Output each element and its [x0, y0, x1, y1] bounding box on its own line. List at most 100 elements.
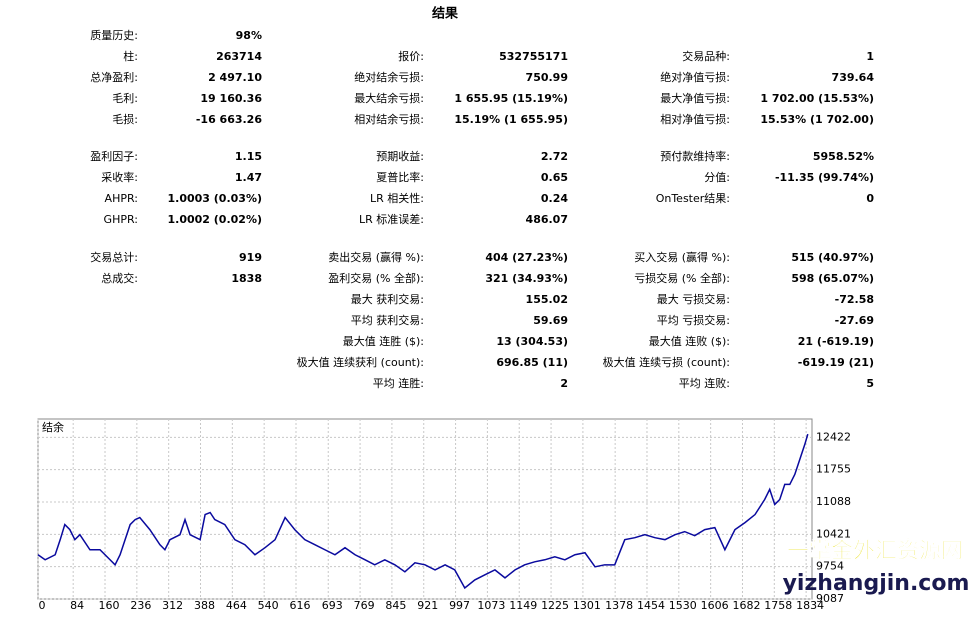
stat-value: 739.64 [832, 71, 875, 84]
stat-label: 极大值 连续亏损 (count): [603, 355, 730, 369]
stat-value: 0.65 [541, 171, 568, 184]
stat-value: -72.58 [835, 293, 874, 306]
stat-value: 1.0003 (0.03%) [168, 192, 263, 205]
stat-value: 21 (-619.19) [798, 335, 874, 348]
stat-label: 总净盈利: [90, 70, 138, 84]
stat-label: 卖出交易 (赢得 %): [328, 250, 424, 264]
stat-value: 5 [866, 377, 874, 390]
stat-value: 2 497.10 [208, 71, 262, 84]
stat-label: 绝对净值亏损: [660, 70, 730, 84]
stat-label: 柱: [123, 49, 138, 63]
stat-value: 1 [866, 50, 874, 63]
stat-value: 2.72 [541, 150, 568, 163]
stat-label: 交易品种: [682, 49, 730, 63]
stat-value: 1 655.95 (15.19%) [454, 92, 568, 105]
x-tick-label: 1149 [509, 599, 537, 612]
stat-value: 15.19% (1 655.95) [454, 113, 568, 126]
x-tick-label: 388 [194, 599, 215, 612]
stat-value: 13 (304.53) [496, 335, 568, 348]
stat-label: 亏损交易 (% 全部): [634, 271, 730, 285]
x-tick-label: 312 [162, 599, 183, 612]
y-tick-label: 12422 [816, 430, 851, 443]
stat-value: -27.69 [835, 314, 874, 327]
stat-value: -11.35 (99.74%) [775, 171, 874, 184]
x-tick-label: 1606 [701, 599, 729, 612]
stat-value: 1.47 [235, 171, 262, 184]
x-tick-label: 769 [354, 599, 375, 612]
x-tick-label: 997 [449, 599, 470, 612]
stat-value: -16 663.26 [196, 113, 262, 126]
x-tick-label: 236 [130, 599, 151, 612]
stat-label: 相对净值亏损: [660, 112, 730, 126]
stat-value: 0 [866, 192, 874, 205]
x-tick-label: 1454 [637, 599, 665, 612]
stat-value: 263714 [216, 50, 262, 63]
x-tick-label: 1758 [764, 599, 792, 612]
y-tick-label: 9087 [816, 592, 844, 605]
stat-value: 598 (65.07%) [791, 272, 874, 285]
x-tick-label: 540 [258, 599, 279, 612]
y-tick-label: 9754 [816, 560, 844, 573]
y-tick-label: 11755 [816, 463, 851, 476]
chart-label: 结余 [42, 420, 64, 434]
stat-value: 532755171 [499, 50, 568, 63]
stat-value: 5958.52% [813, 150, 874, 163]
stat-label: 极大值 连续获利 (count): [297, 355, 424, 369]
stat-label: 最大值 连败 ($): [649, 334, 730, 348]
stat-label: OnTester结果: [656, 192, 730, 205]
stat-label: 报价: [398, 49, 424, 63]
stat-value: 404 (27.23%) [485, 251, 568, 264]
x-tick-label: 1301 [573, 599, 601, 612]
stat-value: 19 160.36 [200, 92, 262, 105]
x-tick-label: 616 [290, 599, 311, 612]
chart-frame [37, 418, 813, 600]
x-tick-label: 0 [39, 599, 46, 612]
stat-label: 毛损: [112, 112, 138, 126]
stat-label: GHPR: [104, 213, 138, 226]
stat-value: 59.69 [533, 314, 568, 327]
stat-value: 0.24 [541, 192, 568, 205]
stat-value: 1.15 [235, 150, 262, 163]
stat-label: 预期收益: [376, 149, 424, 163]
stat-label: 平均 连胜: [373, 376, 424, 390]
stat-label: 采收率: [101, 170, 138, 184]
stat-value: 919 [239, 251, 262, 264]
stat-label: 毛利: [112, 92, 138, 105]
stat-label: 总成交: [101, 271, 138, 285]
stat-value: 486.07 [526, 213, 568, 226]
stat-label: 平均 连败: [679, 376, 730, 390]
watermark-title: 一掌金外汇资源网 [787, 538, 963, 564]
stat-label: 盈利因子: [90, 150, 138, 163]
stat-label: 平均 获利交易: [351, 313, 424, 327]
watermark-site: yizhangjin.com [783, 571, 970, 596]
stat-value: 1 702.00 (15.53%) [760, 92, 874, 105]
stat-label: 买入交易 (赢得 %): [634, 250, 730, 264]
stat-value: 15.53% (1 702.00) [760, 113, 874, 126]
stat-label: 分值: [704, 171, 730, 184]
x-tick-label: 1378 [605, 599, 633, 612]
stat-value: -619.19 (21) [798, 356, 874, 369]
x-tick-label: 464 [226, 599, 247, 612]
x-tick-label: 160 [99, 599, 120, 612]
stat-label: AHPR: [105, 192, 138, 205]
stat-value: 155.02 [526, 293, 568, 306]
stat-label: LR 标准误差: [359, 212, 424, 226]
stat-label: 平均 亏损交易: [657, 313, 730, 327]
stat-label: 相对结余亏损: [354, 112, 424, 126]
stat-label: 绝对结余亏损: [354, 70, 424, 84]
stat-label: 最大净值亏损: [660, 91, 730, 105]
stat-value: 515 (40.97%) [791, 251, 874, 264]
stat-label: 盈利交易 (% 全部): [328, 271, 424, 285]
stat-label: LR 相关性: [370, 191, 424, 205]
x-tick-label: 1834 [796, 599, 824, 612]
stat-label: 最大 亏损交易: [657, 292, 730, 306]
stat-value: 2 [560, 377, 568, 390]
stat-value: 750.99 [526, 71, 568, 84]
stat-value: 98% [236, 29, 262, 42]
x-tick-label: 84 [70, 599, 84, 612]
stat-label: 质量历史: [90, 29, 138, 42]
stat-label: 交易总计: [90, 250, 138, 264]
stat-value: 321 (34.93%) [485, 272, 568, 285]
stat-label: 最大 获利交易: [351, 292, 424, 306]
stat-label: 最大值 连胜 ($): [343, 334, 424, 348]
